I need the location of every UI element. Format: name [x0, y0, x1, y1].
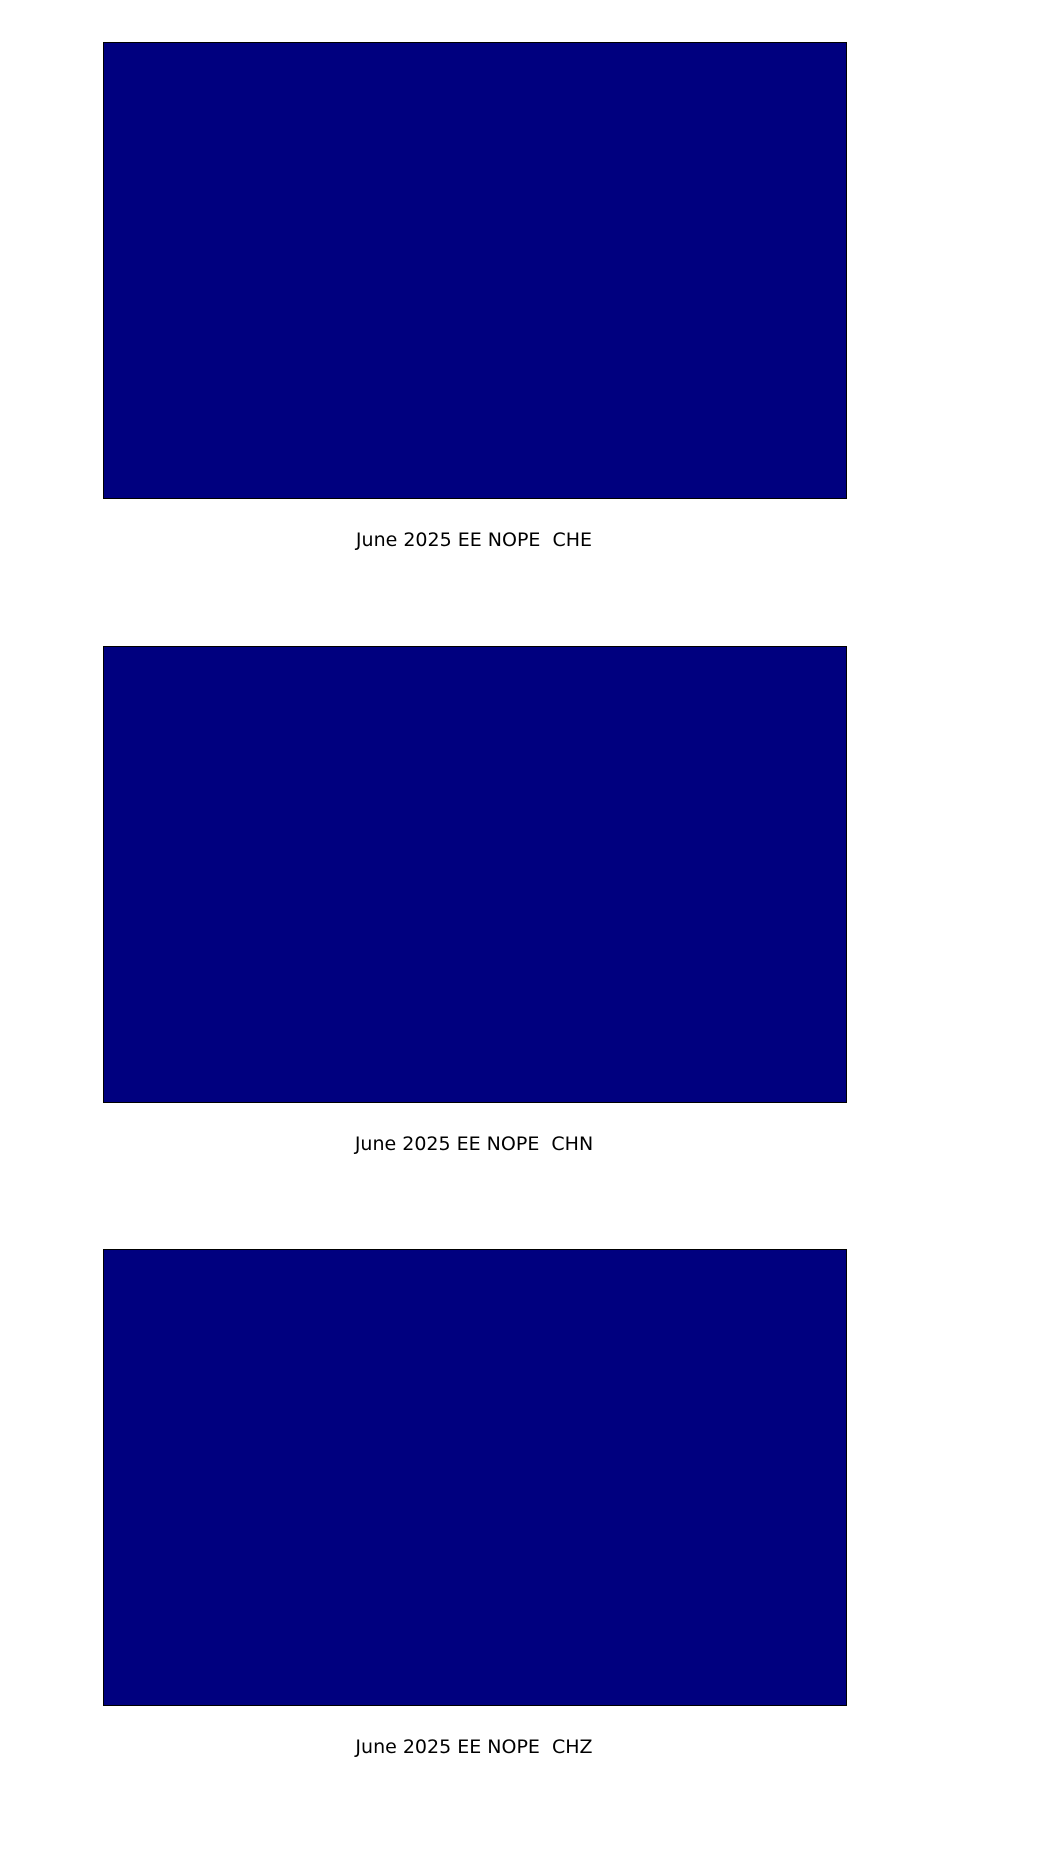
spectrogram-panel-chn: June 2025 EE NOPE CHN	[0, 646, 1052, 1250]
x-axis-label: June 2025 EE NOPE CHZ	[355, 1736, 593, 1758]
spectrogram-panel-che: June 2025 EE NOPE CHE	[0, 42, 1052, 646]
plot-area-chz	[103, 1249, 847, 1706]
spectrogram-panel-chz: June 2025 EE NOPE CHZ	[0, 1249, 1052, 1853]
plot-area-che	[103, 42, 847, 499]
plot-area-chn	[103, 646, 847, 1103]
x-axis-label: June 2025 EE NOPE CHE	[355, 529, 593, 551]
x-axis-label: June 2025 EE NOPE CHN	[354, 1133, 594, 1155]
figure: June 2025 EE NOPE CHE June 2025 EE NOPE …	[0, 42, 1052, 1758]
